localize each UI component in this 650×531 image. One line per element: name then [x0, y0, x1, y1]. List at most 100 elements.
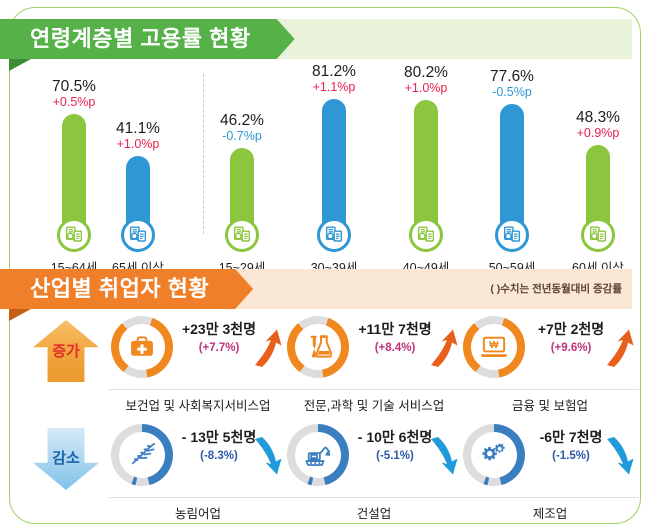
divider-line [109, 497, 287, 498]
divider-line [461, 497, 639, 498]
bar-value-label: 81.2% [312, 63, 356, 80]
trend-down-arrow-icon [603, 436, 637, 476]
industry-item: ₩ +7만 2천명 (+9.6%) 금융 및 보험업 [457, 312, 643, 416]
document-search-icon [121, 218, 155, 252]
bar-value-labels: 81.2% +1.1%p [297, 63, 371, 95]
bar-value-label: 41.1% [116, 120, 160, 137]
bar-group: 77.6% -0.5%p 50~59세 [475, 62, 549, 275]
bar-delta-label: +1.0%p [116, 137, 160, 151]
bar-value-labels: 41.1% +1.0%p [101, 120, 175, 152]
bar-value-labels: 77.6% -0.5%p [475, 68, 549, 100]
industry-rate: (+8.4%) [374, 342, 416, 354]
industry-name: 농림어업 [174, 507, 221, 521]
industry-note: ( )수치는 전년동월대비 증감률 [490, 283, 622, 295]
chart-group-divider [203, 74, 204, 234]
industry-count: - 13만 5천명 [181, 429, 257, 445]
divider-line [461, 389, 639, 390]
industry-item: +23만 3천명 (+7.7%) 보건업 및 사회복지서비스업 [105, 312, 291, 416]
industry-increase-section: 증가 +23만 3천명 (+7.7%) 보건업 및 사회복지서비스업 +11만 7… [9, 312, 641, 416]
bar-group: 70.5% +0.5%p 15~64세 [37, 62, 111, 275]
bar-stem [586, 145, 610, 232]
industry-values: +7만 2천명 (+9.6%) [529, 320, 613, 356]
progress-donut: ₩ [463, 316, 525, 378]
trend-up-arrow-icon [603, 328, 637, 368]
progress-donut [111, 424, 173, 486]
bar-stem [322, 99, 346, 232]
industry-rate: (-8.3%) [200, 450, 238, 462]
bar-value-label: 46.2% [220, 112, 264, 129]
industry-values: -6만 7천명 (-1.5%) [529, 428, 613, 464]
increase-label: 증가 [52, 342, 80, 360]
bar-group: 48.3% +0.9%p 60세 이상 [561, 62, 635, 275]
divider-line [285, 497, 463, 498]
industry-count: +7만 2천명 [537, 321, 605, 337]
section-banner-industry: 산업별 취업자 현황 ( )수치는 전년동월대비 증감률 [0, 269, 650, 321]
gears-icon [471, 432, 517, 478]
document-search-icon [225, 218, 259, 252]
section-title-industry: 산업별 취업자 현황 [30, 276, 210, 301]
trend-down-arrow-icon [427, 436, 461, 476]
bar-delta-label: +1.0%p [404, 81, 448, 95]
document-search-icon [581, 218, 615, 252]
trend-up-arrow-icon [427, 328, 461, 368]
section-title-employment-rate: 연령계층별 고용률 현황 [30, 26, 251, 51]
document-search-icon [495, 218, 529, 252]
industry-name: 제조업 [532, 507, 568, 521]
industry-values: +23만 3천명 (+7.7%) [177, 320, 261, 356]
bar-value-labels: 70.5% +0.5%p [37, 78, 111, 110]
employment-rate-bar-chart: 70.5% +0.5%p 15~64세 41.1% +1.0%p 65세 이상 46.2… [9, 62, 641, 275]
trend-down-arrow-icon [251, 436, 285, 476]
bar-value-labels: 46.2% -0.7%p [205, 112, 279, 144]
bar-group: 81.2% +1.1%p 30~39세 [297, 62, 371, 275]
bar-group: 41.1% +1.0%p 65세 이상 [101, 62, 175, 275]
industry-item: -6만 7천명 (-1.5%) 제조업 [457, 420, 643, 524]
banner-flag: 연령계층별 고용률 현황 [0, 19, 295, 59]
bar-delta-label: -0.7%p [222, 129, 262, 143]
divider-line [109, 389, 287, 390]
bar-delta-label: +0.9%p [576, 126, 620, 140]
bar-stem [500, 104, 524, 232]
bar-value-label: 48.3% [576, 109, 620, 126]
bar-value-label: 70.5% [52, 78, 96, 95]
svg-text:₩: ₩ [489, 340, 499, 351]
industry-item: - 10만 6천명 (-5.1%) 건설업 [281, 420, 467, 524]
decrease-label: 감소 [52, 449, 80, 467]
industry-count: +23만 3천명 [181, 321, 257, 337]
industry-count: - 10만 6천명 [357, 429, 433, 445]
progress-donut [287, 424, 349, 486]
progress-donut [287, 316, 349, 378]
section-banner-employment-rate: 연령계층별 고용률 현황 [0, 19, 650, 71]
bar-value-labels: 80.2% +1.0%p [389, 64, 463, 96]
trend-up-arrow-icon [251, 328, 285, 368]
wheat-icon [119, 432, 165, 478]
bar-delta-label: +1.1%p [312, 80, 356, 94]
document-search-icon [57, 218, 91, 252]
bar-stem [414, 100, 438, 232]
industry-name: 보건업 및 사회복지서비스업 [125, 399, 271, 413]
industry-name: 전문,과학 및 기술 서비스업 [303, 399, 445, 413]
banner-flag: 산업별 취업자 현황 [0, 269, 253, 309]
industry-values: - 10만 6천명 (-5.1%) [353, 428, 437, 464]
increase-arrow-icon: 증가 [33, 320, 99, 382]
flask-icon [295, 324, 341, 370]
document-search-icon [409, 218, 443, 252]
industry-count: +11만 7천명 [358, 321, 432, 337]
industry-values: +11만 7천명 (+8.4%) [353, 320, 437, 356]
bar-value-label: 77.6% [490, 68, 534, 85]
bar-delta-label: -0.5%p [492, 85, 532, 99]
bar-group: 46.2% -0.7%p 15~29세 [205, 62, 279, 275]
industry-values: - 13만 5천명 (-8.3%) [177, 428, 261, 464]
document-search-icon [317, 218, 351, 252]
industry-item: +11만 7천명 (+8.4%) 전문,과학 및 기술 서비스업 [281, 312, 467, 416]
industry-rate: (+7.7%) [198, 342, 240, 354]
excavator-icon [295, 432, 341, 478]
divider-line [285, 389, 463, 390]
industry-item: - 13만 5천명 (-8.3%) 농림어업 [105, 420, 291, 524]
laptop-won-icon: ₩ [471, 324, 517, 370]
industry-rate: (+9.6%) [550, 342, 592, 354]
decrease-arrow-icon: 감소 [33, 428, 99, 490]
bar-delta-label: +0.5%p [52, 95, 96, 109]
bar-value-labels: 48.3% +0.9%p [561, 109, 635, 141]
progress-donut [111, 316, 173, 378]
medical-bag-icon [119, 324, 165, 370]
